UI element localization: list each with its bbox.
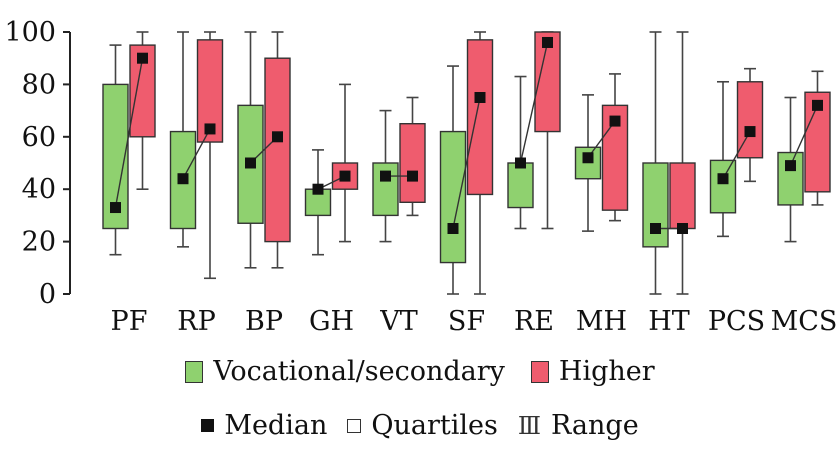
legend-label-median: Median (224, 410, 328, 441)
median-marker (407, 170, 418, 182)
median-marker (744, 126, 756, 138)
median-marker (204, 123, 216, 135)
category-label: HT (648, 306, 690, 337)
median-connector-line (789, 105, 819, 166)
median-marker (717, 173, 729, 185)
quartile-box (466, 39, 494, 196)
category-label: SF (448, 306, 485, 337)
legend-label-vocational: Vocational/secondary (213, 356, 505, 387)
category-label: BP (245, 306, 283, 337)
legend-item-quartiles: Quartiles (347, 410, 498, 441)
quartile-box (709, 159, 737, 214)
median-connector-line (182, 128, 211, 180)
x-axis-category-labels: PF RP BP GH VT SF RE MH HT PCS MCS (111, 306, 838, 337)
quartile-box (642, 162, 669, 248)
median-marker (785, 160, 796, 172)
quartile-box (439, 130, 467, 264)
legend-item-higher: Higher (530, 356, 655, 387)
range-whisker-icon: Ⅲ (517, 411, 541, 440)
category-label: PF (111, 306, 148, 337)
legend-label-range: Range (550, 410, 639, 441)
legend-swatch-vocational (185, 360, 204, 383)
y-tick-label: 60 (22, 122, 56, 153)
median-marker (542, 36, 553, 48)
y-tick-label: 40 (22, 174, 56, 205)
y-tick-label: 20 (22, 227, 56, 258)
median-marker (312, 183, 324, 195)
legend-label-higher: Higher (558, 356, 655, 387)
median-marker (137, 52, 148, 64)
category-label: VT (379, 306, 418, 337)
category-label: RE (514, 306, 554, 337)
legend-item-median: Median (201, 410, 327, 441)
median-marker (474, 92, 486, 103)
legend-item-vocational: Vocational/secondary (185, 356, 505, 387)
quartile-box (669, 162, 696, 230)
median-marker (177, 173, 189, 185)
median-marker (515, 157, 526, 169)
quartile-box (399, 122, 426, 203)
median-connector-line (519, 42, 549, 164)
quartiles-box-icon (347, 418, 362, 433)
median-marker (272, 131, 283, 143)
y-tick-label: 80 (22, 69, 56, 100)
median-marker (677, 223, 688, 234)
median-connector-line (114, 58, 144, 208)
quartile-box (264, 57, 291, 243)
category-label: GH (309, 306, 354, 337)
median-marker (582, 152, 594, 164)
y-axis: 0 20 40 60 80 100 (4, 17, 71, 310)
median-marker (447, 223, 459, 234)
legend-item-range: Ⅲ Range (518, 410, 639, 441)
category-label: MCS (771, 306, 838, 337)
median-connector-line (587, 120, 616, 159)
median-marker-icon (201, 419, 215, 432)
quartile-box (507, 162, 534, 209)
box-plot-series (102, 31, 831, 295)
median-marker (650, 223, 661, 234)
median-connector-line (452, 97, 481, 229)
median-marker (245, 157, 256, 169)
legend-markers: Median Quartiles Ⅲ Range (0, 410, 840, 441)
legend-label-quartiles: Quartiles (371, 410, 498, 441)
median-marker (609, 115, 621, 127)
y-tick-label: 100 (4, 17, 56, 48)
y-tick-label: 0 (39, 279, 56, 310)
median-marker (110, 202, 121, 214)
median-marker (812, 99, 823, 111)
median-marker (380, 170, 391, 182)
legend-groups: Vocational/secondary Higher (0, 356, 840, 387)
category-label: PCS (708, 306, 765, 337)
category-label: MH (576, 306, 627, 337)
category-label: RP (177, 306, 216, 337)
median-connector-line (722, 131, 751, 180)
median-marker (339, 170, 351, 182)
legend-swatch-higher (530, 360, 549, 383)
